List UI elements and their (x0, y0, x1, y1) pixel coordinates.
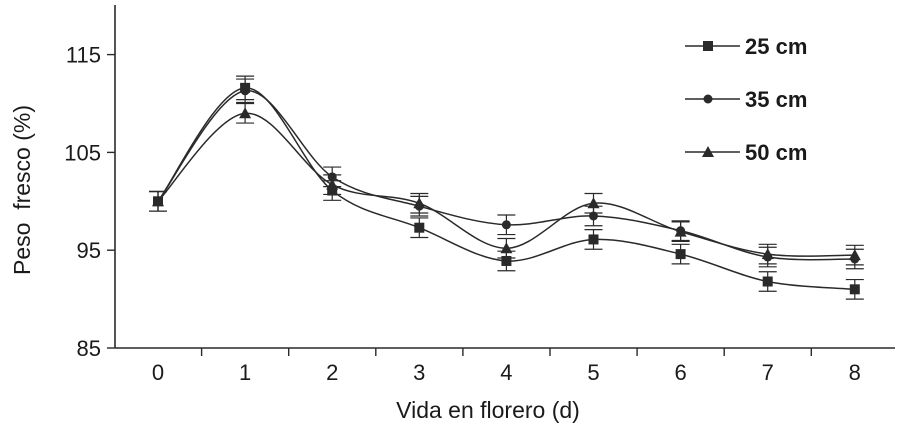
data-point-triangle (848, 249, 861, 261)
y-tick-label: 115 (66, 43, 101, 68)
x-tick-label: 4 (500, 360, 512, 385)
x-tick-label: 3 (413, 360, 425, 385)
x-tick-label: 6 (674, 360, 686, 385)
x-tick-label: 1 (239, 360, 251, 385)
legend-marker-triangle (702, 146, 714, 157)
x-axis-title: Vida en florero (d) (396, 397, 580, 423)
data-point-triangle (152, 195, 164, 207)
data-point-square (675, 249, 686, 260)
data-point-square (588, 234, 599, 245)
data-point-triangle (500, 242, 513, 254)
data-point-triangle (761, 248, 774, 260)
data-point-triangle (239, 107, 252, 119)
x-tick-label: 0 (152, 360, 164, 385)
x-tick-label: 2 (326, 360, 338, 385)
x-tick-label: 8 (849, 360, 861, 385)
data-point-triangle (587, 197, 600, 209)
data-point-triangle (674, 225, 687, 237)
series-50-cm (149, 102, 864, 266)
data-point-circle (240, 86, 250, 96)
data-point-square (414, 222, 425, 233)
y-tick-label: 105 (64, 140, 101, 165)
x-tick-label: 7 (762, 360, 774, 385)
legend-marker-circle (703, 94, 713, 104)
chart-series (149, 75, 864, 300)
data-point-circle (589, 211, 598, 221)
series-line-50-cm (157, 112, 855, 257)
series-line-35-cm (157, 90, 855, 261)
data-point-triangle (413, 197, 426, 209)
data-point-square (501, 255, 512, 266)
data-point-triangle (326, 178, 339, 190)
y-tick-label: 95 (77, 238, 101, 263)
legend-label-25-cm: 25 cm (745, 34, 807, 59)
data-point-square (762, 276, 773, 287)
data-point-circle (501, 220, 511, 230)
y-axis-title: Peso fresco (%) (9, 105, 35, 275)
legend-label-35-cm: 35 cm (745, 87, 807, 112)
chart-legend: 25 cm 35 cm 50 cm (685, 34, 807, 165)
data-point-square (849, 284, 860, 295)
chart-axes: 85 95 105 115 0 1 2 3 4 5 6 7 8 (64, 5, 895, 385)
legend-marker-square (703, 41, 713, 51)
x-tick-label: 5 (587, 360, 599, 385)
y-tick-label: 85 (77, 336, 101, 361)
legend-label-50-cm: 50 cm (745, 140, 807, 165)
series-line-25-cm (157, 87, 855, 291)
